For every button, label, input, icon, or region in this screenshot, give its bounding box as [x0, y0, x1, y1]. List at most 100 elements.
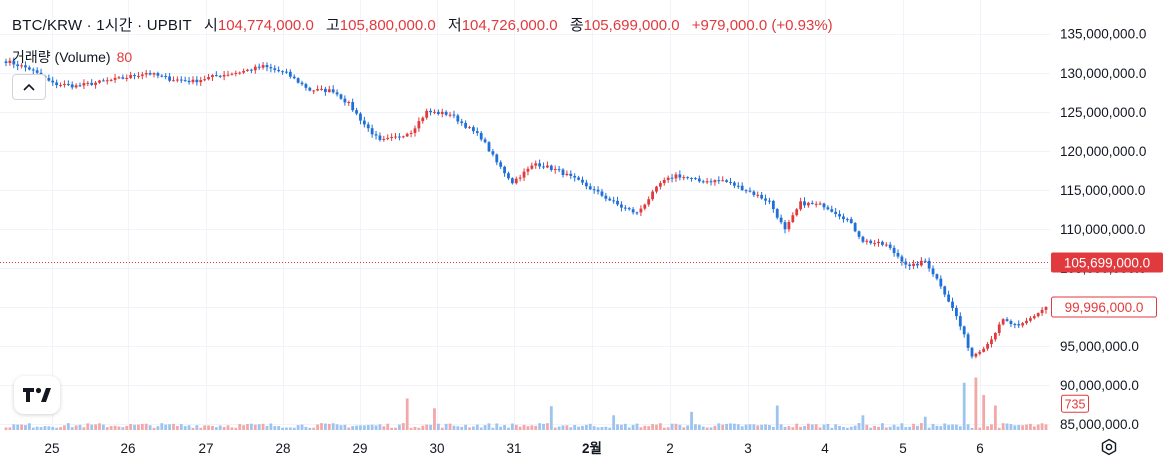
- candle: [655, 185, 658, 194]
- current-price-marker[interactable]: 105,699,000.0: [1051, 252, 1163, 273]
- volume-bar: [931, 423, 935, 430]
- candle: [736, 182, 740, 189]
- candle: [1013, 322, 1017, 329]
- volume-bar: [362, 425, 366, 430]
- volume-bar: [997, 427, 1001, 430]
- candles: [4, 57, 1048, 359]
- candle: [651, 189, 654, 201]
- candle: [226, 70, 230, 77]
- candle: [814, 201, 818, 208]
- volume-marker[interactable]: 735: [1061, 394, 1089, 413]
- volume-bar: [947, 424, 951, 430]
- candle: [468, 125, 471, 129]
- candle: [643, 203, 647, 211]
- time-axis[interactable]: 25 26 27 28 29 30 31 2월 2 3 4 5 6: [44, 440, 983, 456]
- volume-bar: [842, 427, 845, 430]
- candle: [292, 74, 296, 80]
- volume-bar: [160, 423, 164, 430]
- volume-bar: [557, 426, 561, 430]
- candle: [530, 162, 534, 170]
- volume-bar: [398, 424, 401, 430]
- x-tick-label: 2: [666, 441, 674, 456]
- volume-bar: [195, 425, 199, 430]
- volume-bar: [51, 426, 55, 430]
- price-axis[interactable]: 135,000,000.0 130,000,000.0 125,000,000.0 1…: [1051, 27, 1163, 432]
- candle: [203, 75, 207, 82]
- candle: [596, 186, 600, 195]
- volume-bar: [246, 423, 249, 430]
- candle: [359, 112, 362, 125]
- volume-bar: [86, 423, 90, 430]
- volume-bar: [1029, 423, 1032, 430]
- tradingview-logo-icon: [23, 387, 51, 402]
- volume-bar: [273, 426, 277, 430]
- volume-bar: [8, 427, 12, 430]
- volume-bar: [355, 425, 358, 430]
- candle: [238, 71, 242, 75]
- volume-legend[interactable]: 거래량 (Volume) 80: [12, 47, 132, 67]
- candle: [378, 132, 382, 142]
- volume-bar: [1025, 424, 1028, 430]
- volume-bar: [1040, 423, 1044, 430]
- volume-bar: [865, 424, 869, 430]
- volume-bar: [623, 423, 627, 430]
- candle: [316, 85, 320, 92]
- candle: [670, 173, 674, 183]
- volume-bar: [4, 427, 8, 430]
- volume-bar: [1005, 423, 1009, 430]
- candle: [152, 72, 156, 78]
- candle: [877, 238, 880, 247]
- volume-bar: [324, 423, 327, 430]
- y-tick-label: 120,000,000.0: [1060, 144, 1146, 159]
- candle: [491, 148, 495, 157]
- volume-bar: [888, 426, 892, 430]
- volume-bar: [59, 427, 62, 430]
- candle: [405, 132, 409, 138]
- candle: [990, 335, 993, 348]
- volume-bar: [697, 424, 701, 430]
- volume-bar: [137, 424, 140, 430]
- volume-bar: [90, 424, 94, 430]
- volume-bar: [487, 423, 491, 430]
- candle: [172, 76, 175, 82]
- volume-bar: [978, 427, 982, 430]
- volume-bar: [542, 423, 545, 430]
- volume-bar: [662, 427, 666, 430]
- collapse-legend-button[interactable]: [12, 74, 46, 100]
- volume-bar: [549, 406, 553, 430]
- volume-bars: [4, 377, 1048, 430]
- candle: [90, 79, 94, 86]
- candle: [577, 175, 580, 181]
- candle: [304, 82, 308, 91]
- volume-bar: [1017, 425, 1021, 430]
- volume-bar: [1021, 425, 1025, 430]
- volume-bar: [366, 424, 370, 430]
- volume-bar: [444, 423, 448, 430]
- candle: [1032, 314, 1036, 320]
- candle: [1001, 318, 1005, 326]
- candle: [335, 89, 339, 97]
- volume-bar: [288, 427, 292, 430]
- volume-bar: [16, 424, 20, 430]
- volume-bar: [109, 426, 113, 430]
- candle: [553, 165, 557, 174]
- candle: [487, 141, 491, 153]
- candle: [59, 82, 62, 88]
- volume-bar: [514, 424, 518, 430]
- candle: [962, 325, 966, 338]
- x-tick-label: 2월: [582, 440, 602, 456]
- volume-bar: [600, 427, 604, 430]
- price-marker[interactable]: 99,996,000.0: [1051, 296, 1157, 318]
- candle: [690, 177, 693, 182]
- candle: [900, 254, 904, 266]
- candle: [187, 77, 191, 85]
- volume-bar: [892, 424, 896, 430]
- candle: [697, 175, 701, 183]
- volume-bar: [148, 425, 152, 430]
- candle: [748, 187, 752, 193]
- candle: [830, 205, 834, 213]
- volume-bar: [538, 423, 542, 430]
- tradingview-logo[interactable]: [14, 376, 60, 414]
- chart-settings-button[interactable]: [1098, 436, 1120, 458]
